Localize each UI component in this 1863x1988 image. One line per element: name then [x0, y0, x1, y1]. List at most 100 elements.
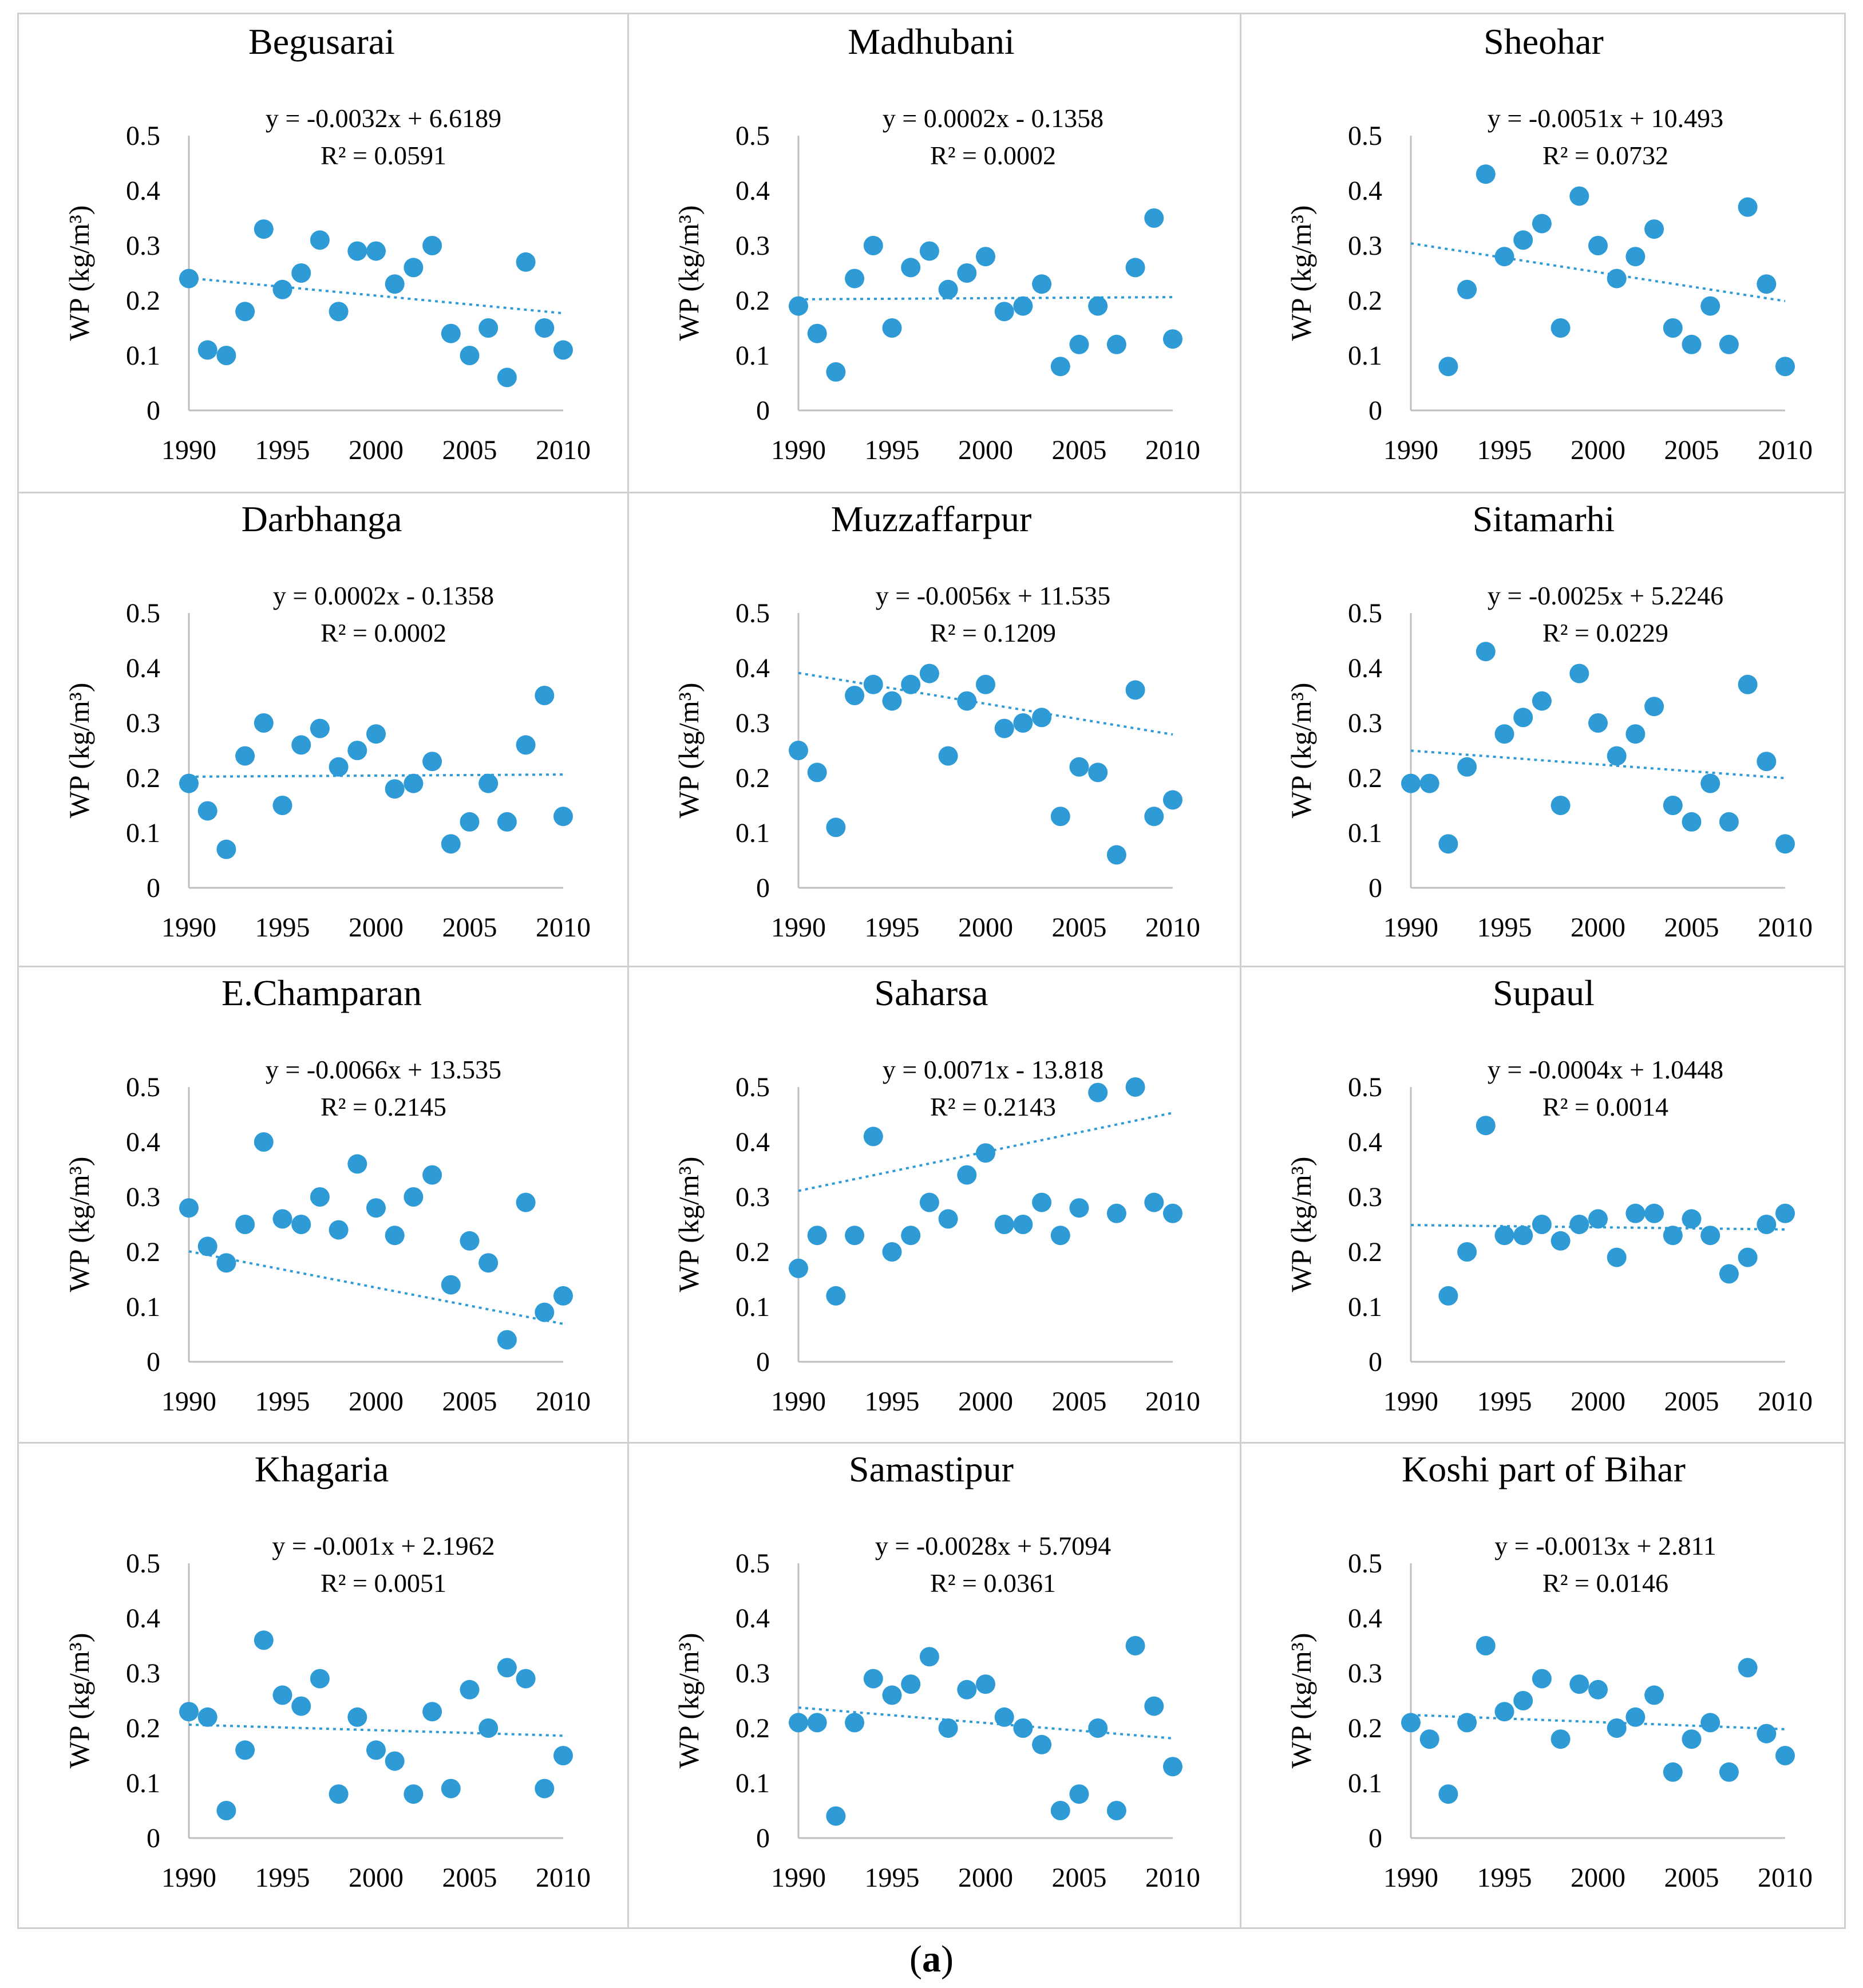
- data-point: [235, 1740, 255, 1760]
- data-point: [1144, 208, 1164, 228]
- x-tick-label: 1990: [771, 435, 826, 465]
- data-point: [422, 1702, 442, 1722]
- trend-equation: y = -0.0013x + 2.811: [1494, 1531, 1716, 1560]
- y-tick-label: 0.3: [1348, 1658, 1382, 1689]
- data-point: [1719, 1762, 1739, 1782]
- y-axis-label: WP (kg/m³): [1285, 683, 1317, 819]
- data-point: [1144, 1696, 1164, 1716]
- x-tick-label: 2000: [958, 912, 1013, 943]
- data-point: [807, 762, 827, 782]
- data-point: [1588, 1209, 1608, 1229]
- data-point: [478, 1253, 499, 1273]
- r-squared: R² = 0.2143: [930, 1092, 1056, 1121]
- x-tick-label: 2000: [1571, 1386, 1625, 1417]
- x-tick-label: 2000: [1571, 912, 1625, 943]
- data-point: [347, 741, 367, 760]
- grid-hline-3: [19, 1442, 1844, 1444]
- y-tick-label: 0.5: [126, 121, 160, 151]
- data-point: [994, 1215, 1014, 1234]
- y-tick-label: 0.2: [126, 1713, 160, 1744]
- y-tick-label: 0.4: [126, 653, 160, 683]
- y-tick-label: 0.4: [1348, 1603, 1382, 1634]
- x-tick-label: 1990: [1383, 435, 1438, 465]
- data-point: [1625, 1203, 1646, 1223]
- data-point: [1757, 274, 1777, 294]
- data-point: [1569, 663, 1589, 683]
- data-point: [404, 1784, 424, 1804]
- data-point: [291, 263, 311, 283]
- x-tick-label: 1990: [771, 1863, 826, 1893]
- x-tick-label: 2005: [1052, 912, 1107, 943]
- data-point: [366, 724, 386, 744]
- data-point: [497, 1658, 517, 1678]
- grid-vline-1: [627, 14, 629, 1927]
- grid-vline-2: [1240, 14, 1241, 1927]
- data-point: [919, 663, 939, 683]
- data-point: [1457, 1242, 1477, 1262]
- data-point: [1644, 1685, 1664, 1705]
- x-tick-label: 1990: [161, 1386, 216, 1417]
- x-tick-label: 2005: [1052, 1863, 1107, 1893]
- trend-equation: y = -0.0032x + 6.6189: [266, 104, 501, 133]
- data-point: [441, 1778, 461, 1799]
- y-tick-label: 0.5: [126, 1548, 160, 1579]
- data-point: [235, 1215, 255, 1234]
- data-point: [1438, 834, 1458, 854]
- y-tick-label: 0.5: [1348, 121, 1382, 151]
- y-tick-label: 0.4: [1348, 653, 1382, 683]
- data-point: [1550, 1729, 1571, 1749]
- chart-8: Saharsa WP (kg/m³) 0 0.1 0.2 0.3 0.4 0.5 1990 199…: [673, 973, 1200, 1417]
- data-point: [1050, 807, 1070, 827]
- y-tick-label: 0.1: [1348, 818, 1382, 848]
- trend-line: [1410, 242, 1786, 302]
- y-tick-label: 0.5: [1348, 1548, 1382, 1579]
- y-tick-label: 0.4: [1348, 176, 1382, 206]
- data-point: [179, 268, 199, 288]
- chart-title: Begusarai: [248, 21, 395, 62]
- r-squared: R² = 0.0002: [321, 618, 446, 647]
- data-point: [1513, 1691, 1533, 1710]
- data-point: [1775, 834, 1795, 854]
- x-tick-label: 2005: [1664, 1386, 1719, 1417]
- data-point: [789, 741, 808, 760]
- y-tick-label: 0.5: [1348, 1072, 1382, 1102]
- data-point: [1607, 268, 1627, 288]
- trend-line: [1410, 749, 1786, 780]
- y-tick-label: 0.5: [735, 1548, 770, 1579]
- x-tick-label: 2010: [536, 912, 591, 943]
- data-point: [1644, 1203, 1664, 1223]
- y-tick-label: 0: [756, 1823, 770, 1853]
- chart-3: Sheohar WP (kg/m³) 0 0.1 0.2 0.3 0.4 0.5 1990 199…: [1285, 21, 1813, 465]
- data-point: [179, 773, 199, 793]
- chart-4: Darbhanga WP (kg/m³) 0 0.1 0.2 0.3 0.4 0.5 1990 1…: [63, 499, 591, 943]
- data-point: [789, 296, 808, 316]
- data-point: [1163, 790, 1182, 810]
- data-point: [1569, 186, 1589, 206]
- data-point: [938, 1718, 958, 1738]
- trend-equation: y = -0.0028x + 5.7094: [875, 1531, 1111, 1560]
- data-point: [1125, 680, 1145, 700]
- data-point: [957, 691, 977, 711]
- data-point: [1607, 1718, 1627, 1738]
- x-tick-label: 1990: [1383, 912, 1438, 943]
- data-point: [422, 752, 442, 772]
- x-tick-label: 2005: [442, 1863, 497, 1893]
- chart-1: Begusarai WP (kg/m³) 0 0.1 0.2 0.3 0.4 0.5 1990 1…: [63, 21, 591, 465]
- x-tick-label: 2005: [1052, 435, 1107, 465]
- chart-12: Koshi part of Bihar WP (kg/m³) 0 0.1 0.2 0.3 0…: [1285, 1449, 1813, 1893]
- data-point: [478, 773, 499, 793]
- data-point: [535, 318, 555, 338]
- data-point: [254, 219, 274, 239]
- data-point: [1032, 708, 1052, 728]
- data-point: [994, 302, 1014, 322]
- data-point: [919, 1647, 939, 1667]
- y-tick-label: 0: [147, 396, 160, 426]
- data-point: [1419, 1729, 1439, 1749]
- data-point: [863, 1127, 883, 1147]
- data-point: [1588, 236, 1608, 255]
- data-point: [310, 230, 330, 250]
- data-point: [366, 1740, 386, 1760]
- data-point: [1438, 1784, 1458, 1804]
- data-point: [1050, 357, 1070, 377]
- trend-equation: y = -0.0051x + 10.493: [1488, 104, 1723, 133]
